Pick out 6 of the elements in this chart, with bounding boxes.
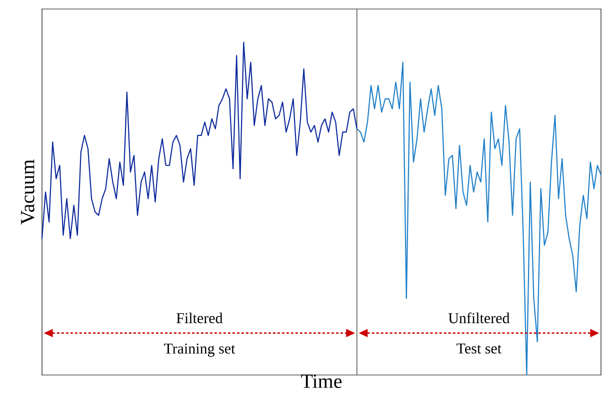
- x-axis-title: Time: [301, 374, 342, 388]
- annotation: Filtered: [176, 312, 223, 324]
- annotation: Training set: [164, 344, 236, 357]
- annotation: Unfiltered: [448, 312, 510, 324]
- y-axis-title: Vacuum: [21, 160, 34, 225]
- annotation: Test set: [456, 344, 502, 354]
